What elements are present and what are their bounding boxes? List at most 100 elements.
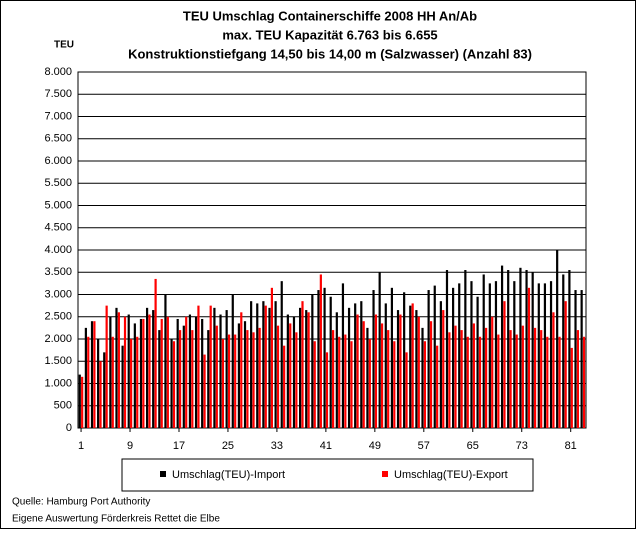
bar [403,292,406,428]
bar [491,316,494,428]
bar [305,310,308,428]
bar [276,325,280,428]
bar [405,352,408,428]
frame [0,0,636,529]
bar [270,287,273,428]
bar [488,283,491,428]
bar [454,325,457,428]
bar [225,310,228,428]
bar [105,305,108,428]
bar [231,294,234,428]
bar [472,323,475,428]
bar [158,330,161,428]
bar [380,323,384,428]
bar [133,323,136,428]
bar [497,334,500,428]
y-tick-label: 2.000 [44,333,72,345]
legend-swatch [382,471,388,477]
bar [243,321,247,428]
bar [350,341,353,428]
bar [452,287,455,428]
bar [460,330,463,428]
bar [576,330,580,428]
bar [531,272,534,428]
bar [448,332,451,428]
legend-swatch [160,471,166,477]
bar [325,352,329,428]
bar [470,281,473,428]
y-tick-label: 5.500 [44,177,72,189]
bar [164,294,167,428]
bar [178,330,182,428]
bar [78,374,81,428]
bar [283,345,286,428]
bar [237,323,240,428]
x-tick-label: 25 [222,440,234,452]
bar [154,278,157,428]
x-tick-label: 81 [565,440,577,452]
bar [201,318,204,428]
bar [564,301,567,428]
x-tick-label: 33 [271,440,283,452]
bar [252,332,255,428]
bar [374,314,378,428]
y-tick-label: 5.000 [44,199,72,211]
bar [458,283,461,428]
bar [258,327,261,428]
bar [368,339,371,428]
bar [286,314,289,428]
bar [415,310,418,428]
bar [546,336,549,428]
bar [289,323,292,428]
y-tick-label: 7.500 [44,88,72,100]
bar [307,312,310,428]
bar [527,287,531,428]
bar [417,316,420,428]
bar [421,327,424,428]
bar [582,336,586,428]
bar [503,301,506,428]
bar [543,283,547,428]
bar [399,314,402,428]
bar [109,316,112,428]
bar [209,305,212,428]
bar [130,339,133,428]
bar [142,318,145,428]
bar [240,312,243,428]
y-tick-label: 4.000 [44,244,72,256]
bar [234,334,237,428]
bar [574,290,577,428]
bar [292,316,296,428]
bar [313,341,316,428]
bar [172,341,176,428]
bar [556,250,559,428]
bar [81,376,84,428]
bar [182,325,185,428]
bar [311,294,314,428]
bar [478,336,482,428]
y-tick-label: 0 [66,422,72,434]
legend-label: Umschlag(TEU)-Import [172,469,285,481]
legend [121,458,534,492]
x-tick-label: 9 [127,440,133,452]
y-tick-label: 2.500 [44,311,72,323]
bar [464,270,467,428]
legend-label: Umschlag(TEU)-Export [394,469,508,481]
bar [466,336,469,428]
bar [197,305,200,428]
bar [99,361,102,428]
bar [509,330,512,428]
y-tick-label: 6.000 [44,155,72,167]
bar [166,316,169,428]
bar [562,274,565,428]
bar [219,314,222,428]
y-tick-label: 3.000 [44,288,72,300]
bar [191,330,194,428]
bar [221,339,225,428]
bar [117,312,120,428]
bar [103,352,106,428]
y-tick-label: 4.500 [44,222,72,234]
x-tick-label: 57 [418,440,430,452]
bar [485,327,488,428]
